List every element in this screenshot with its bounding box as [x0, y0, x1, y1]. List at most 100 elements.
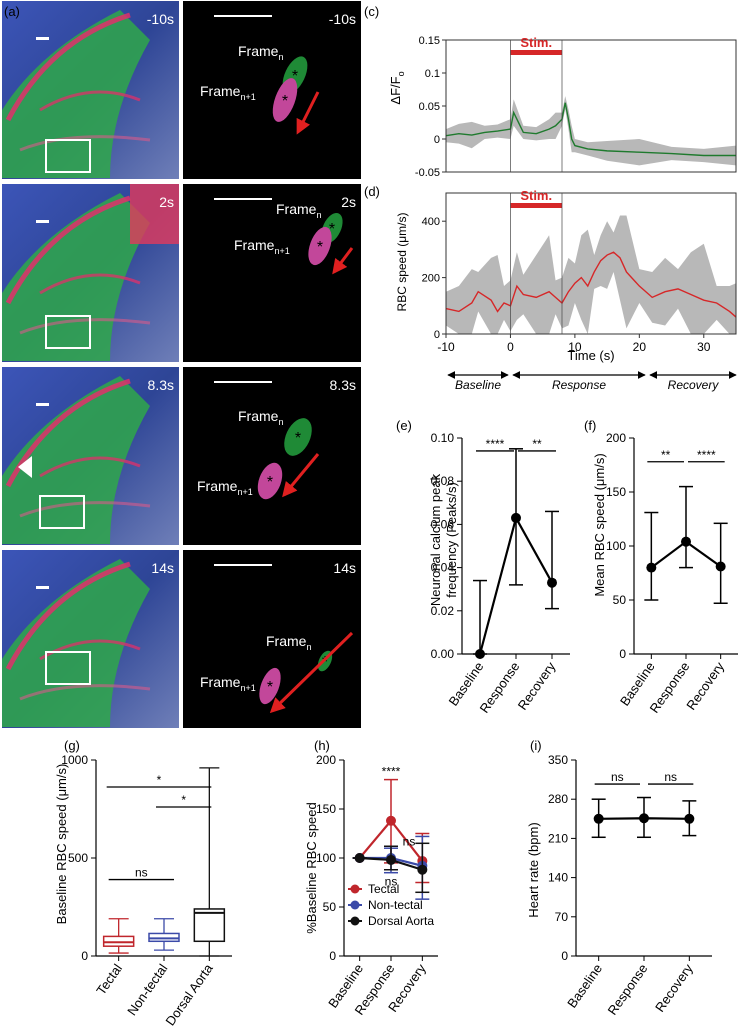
scale-bar	[36, 586, 49, 589]
y-tick-label: 0.02	[431, 604, 455, 618]
y-tick-label: 200	[316, 753, 336, 767]
asterisk: *	[329, 221, 335, 238]
dorsal-aorta-point	[417, 864, 428, 875]
significance-label: ns	[664, 770, 677, 784]
frame-n-cell	[284, 418, 312, 456]
scale-bar	[36, 220, 49, 223]
y-tick-label: -0.05	[415, 167, 440, 179]
phase-recovery: Recovery	[668, 378, 720, 392]
y-tick-label: 70	[555, 910, 569, 924]
legend-item-nontectal: Non-tectal	[348, 898, 423, 912]
y-tick-label: 200	[606, 431, 626, 445]
frame-n-label: Framen	[238, 43, 283, 62]
frame-n1-label: Framen+1	[197, 478, 253, 497]
x-tick-label: Recovery	[515, 659, 559, 713]
legend-label: Non-tectal	[368, 898, 423, 912]
error-band	[446, 96, 736, 166]
h-ylabel: %Baseline RBC speed	[304, 802, 319, 934]
rbc-point	[681, 536, 691, 547]
scale-bar	[36, 403, 49, 406]
micro-time-label: 8.3s	[148, 377, 174, 393]
phase-baseline: Baseline	[455, 378, 501, 392]
frame-n1-cell	[257, 462, 283, 500]
calcium-point	[475, 649, 485, 659]
x-tick-label: Tectal	[93, 961, 125, 998]
i-ylabel: Heart rate (bpm)	[526, 822, 541, 917]
e-ylabel2: frequency (Peaks/s)	[444, 482, 459, 598]
asterisk: *	[317, 239, 323, 256]
y-tick-label: 150	[606, 485, 626, 499]
x-tick-label: Response	[605, 961, 651, 1018]
asterisk: *	[282, 93, 288, 110]
frame-image-3: 8.3s * * Framen Framen+1	[183, 367, 361, 545]
stim-bar	[510, 50, 562, 55]
e-ylabel: Neuronal calcium peak	[428, 473, 443, 606]
micro-time-label: 2s	[159, 194, 174, 210]
frame-n-label: Framen	[238, 408, 283, 427]
dorsal-aorta-point	[354, 853, 365, 863]
panel-label-h: (h)	[314, 738, 330, 753]
significance-label: ns	[385, 874, 398, 888]
motion-arrow	[332, 247, 354, 275]
y-tick-label: 0.05	[419, 101, 440, 113]
significance-label: **	[661, 448, 671, 462]
y-tick-label: 0	[619, 647, 626, 661]
y-tick-label: 0	[434, 329, 440, 341]
y-tick-label: 0	[329, 949, 336, 963]
tectal-point	[386, 815, 396, 826]
c-ylabel: ΔF/Fo	[388, 71, 406, 104]
frame-time-label: 8.3s	[330, 377, 356, 393]
stim-bar	[510, 203, 562, 208]
scale-bar	[36, 37, 49, 40]
asterisk: *	[295, 430, 301, 447]
frame-image-4: 14s * * Framen Framen+1	[183, 550, 361, 728]
y-tick-label: 0	[434, 134, 440, 146]
x-tick-label: Non-tectal	[124, 961, 170, 1018]
scale-bar	[214, 564, 272, 566]
frame-time-label: 14s	[333, 560, 356, 576]
y-tick-label: 0.10	[431, 431, 455, 445]
roi-box	[45, 651, 91, 685]
y-tick-label: 0.1	[425, 68, 440, 80]
x-tick-label: -10	[437, 340, 455, 354]
d-xlabel: Time (s)	[567, 348, 614, 363]
calcium-point	[511, 512, 521, 523]
d-ylabel: RBC speed (μm/s)	[395, 213, 409, 312]
significance-label: *	[181, 793, 186, 807]
y-tick-label: 0.15	[419, 35, 440, 47]
g-ylabel: Baseline RBC speed (μm/s)	[54, 764, 69, 925]
x-tick-label: 10	[568, 340, 582, 354]
panel-label-e: (e)	[396, 418, 412, 433]
micro-time-label: 14s	[151, 560, 174, 576]
stim-label: Stim.	[520, 35, 552, 50]
stim-label: Stim.	[520, 188, 552, 203]
roi-box	[45, 139, 91, 173]
micro-time-label: -10s	[147, 11, 174, 27]
x-tick-label: Baseline	[564, 961, 605, 1010]
phase-response: Response	[552, 378, 606, 392]
asterisk: *	[322, 654, 328, 671]
micro-image-2: 2s	[2, 184, 179, 362]
roi-box	[39, 495, 85, 529]
y-tick-label: 0.00	[431, 647, 455, 661]
scale-bar	[214, 381, 272, 383]
y-tick-label: 200	[422, 273, 440, 285]
plot-frame	[445, 192, 737, 335]
frame-image-1: -10s ** Framen Framen+1	[183, 1, 361, 179]
significance-label: ns	[403, 834, 416, 848]
micro-image-4: 14s	[2, 550, 179, 728]
x-tick-label: Recovery	[652, 961, 696, 1015]
frame-n1-cell	[259, 667, 281, 705]
panel-label-d: (d)	[364, 184, 380, 199]
y-tick-label: 1000	[61, 753, 88, 767]
chart-c: (c) -0.05 0 0.05 0.1 0.15 Stim. ΔF/Fo	[364, 4, 737, 179]
motion-arrow	[296, 91, 320, 135]
frame-time-label: 2s	[341, 194, 356, 210]
significance-label: *	[157, 773, 162, 787]
calcium-point	[547, 577, 557, 588]
y-tick-label: 140	[548, 871, 568, 885]
rbc-point	[646, 562, 657, 573]
